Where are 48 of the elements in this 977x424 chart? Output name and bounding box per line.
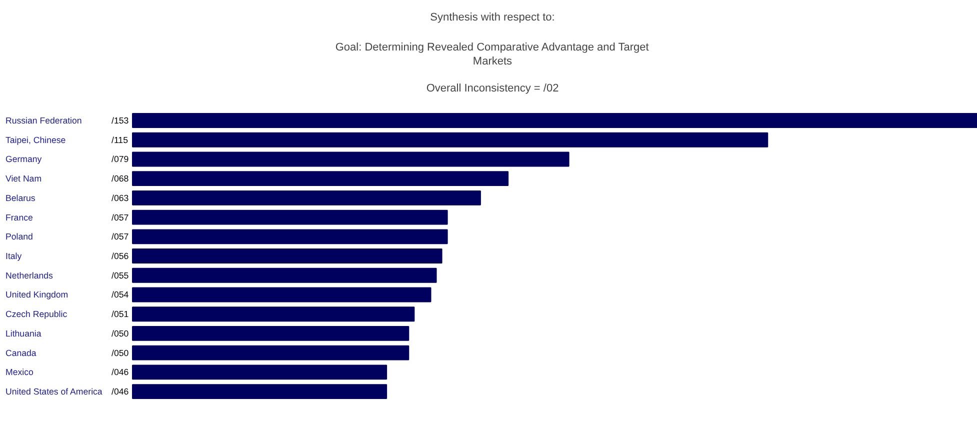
y-tick-label: Italy	[6, 251, 22, 262]
data-label: /054	[112, 290, 129, 300]
bar	[132, 229, 448, 244]
y-tick-label: United States of America	[6, 386, 102, 397]
data-label: /050	[112, 328, 129, 338]
data-label: /068	[112, 174, 129, 184]
y-tick-label: Canada	[6, 348, 36, 358]
bar	[132, 113, 977, 128]
bar	[132, 152, 570, 167]
data-label: /051	[112, 309, 129, 320]
bar	[132, 171, 509, 186]
y-tick-label: France	[6, 212, 33, 222]
bar	[132, 268, 437, 283]
bar	[132, 132, 768, 148]
y-tick-label: Viet Nam	[6, 174, 42, 184]
data-label: /079	[112, 154, 129, 164]
data-label: /057	[112, 212, 129, 222]
data-label: /063	[112, 192, 129, 203]
bar	[132, 210, 448, 225]
y-tick-label: United Kingdom	[6, 290, 68, 300]
y-tick-label: Taipei, Chinese	[6, 134, 66, 145]
data-label: /057	[112, 232, 129, 242]
data-label: /046	[112, 386, 129, 397]
y-tick-label: Mexico	[6, 367, 34, 378]
text: Overall Inconsistency = /02	[426, 82, 559, 94]
bar	[132, 248, 442, 264]
y-tick-label: Czech Republic	[6, 309, 68, 320]
bar	[132, 345, 410, 360]
bar	[132, 306, 415, 322]
data-label: /115	[112, 134, 128, 145]
chart-title: Synthesis with respect to:	[430, 12, 555, 24]
data-label: /050	[112, 348, 129, 358]
bar	[132, 326, 410, 341]
bar	[132, 190, 481, 206]
bar	[132, 384, 388, 400]
data-label: /046	[112, 367, 129, 378]
y-tick-label: Germany	[6, 154, 42, 164]
y-tick-label: Netherlands	[6, 270, 54, 280]
bar	[132, 287, 432, 302]
y-tick-label: Lithuania	[6, 328, 42, 338]
y-tick-label: Poland	[6, 232, 33, 242]
bar	[132, 364, 388, 380]
y-tick-label: Belarus	[6, 192, 36, 203]
chart-subtitle: Goal: Determining Revealed Comparative Advantage and Target Markets	[335, 41, 649, 68]
data-label: /055	[112, 270, 129, 280]
y-tick-label: Russian Federation	[6, 116, 82, 126]
data-label: /056	[112, 251, 129, 262]
data-label: /153	[112, 116, 129, 126]
